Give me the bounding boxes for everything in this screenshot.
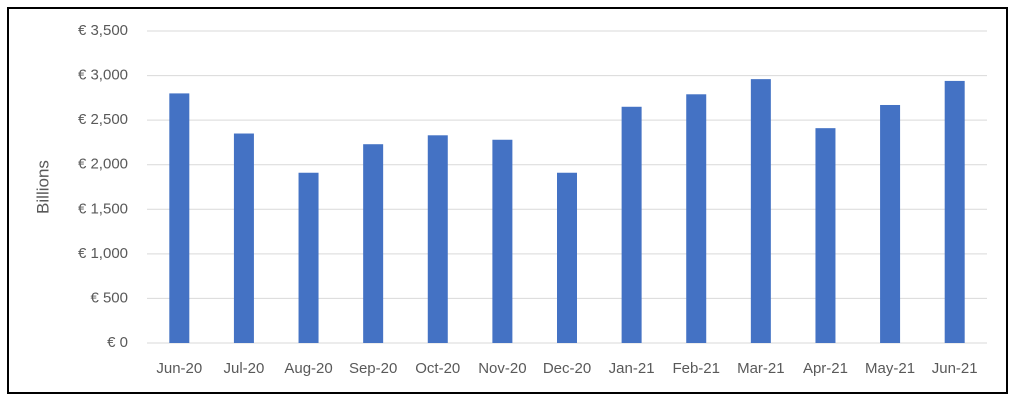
y-tick-label: € 1,500 — [78, 200, 128, 217]
x-tick-label: May-21 — [865, 360, 915, 377]
x-tick-label: Dec-20 — [543, 360, 591, 377]
y-tick-label: € 1,000 — [78, 245, 128, 262]
y-tick-label: € 3,000 — [78, 67, 128, 84]
bar — [686, 94, 707, 343]
bar — [427, 135, 448, 343]
y-tick-label: € 0 — [107, 334, 128, 351]
bar — [169, 93, 190, 344]
bar — [233, 133, 254, 343]
x-tick-label: Jan-21 — [609, 360, 655, 377]
x-tick-label: Apr-21 — [803, 360, 848, 377]
bar — [363, 144, 384, 343]
bar — [815, 128, 836, 343]
y-axis-label: Billions — [33, 160, 52, 214]
bar — [621, 106, 642, 344]
y-tick-label: € 3,500 — [78, 22, 128, 39]
x-tick-label: Mar-21 — [737, 360, 785, 377]
x-tick-label: Nov-20 — [478, 360, 526, 377]
x-tick-label: Sep-20 — [349, 360, 397, 377]
y-tick-label: € 2,000 — [78, 156, 128, 173]
bar — [880, 104, 901, 343]
bar — [944, 80, 965, 344]
x-tick-label: Jun-21 — [932, 360, 978, 377]
y-tick-label: € 500 — [90, 289, 128, 306]
bar — [750, 79, 771, 343]
bar — [492, 139, 513, 343]
x-tick-label: Jul-20 — [223, 360, 264, 377]
bar — [557, 172, 577, 343]
bar — [298, 172, 319, 343]
x-tick-label: Aug-20 — [284, 360, 332, 377]
x-tick-label: Feb-21 — [672, 360, 720, 377]
y-tick-label: € 2,500 — [78, 111, 128, 128]
x-tick-label: Oct-20 — [415, 360, 460, 377]
x-tick-label: Jun-20 — [156, 360, 202, 377]
